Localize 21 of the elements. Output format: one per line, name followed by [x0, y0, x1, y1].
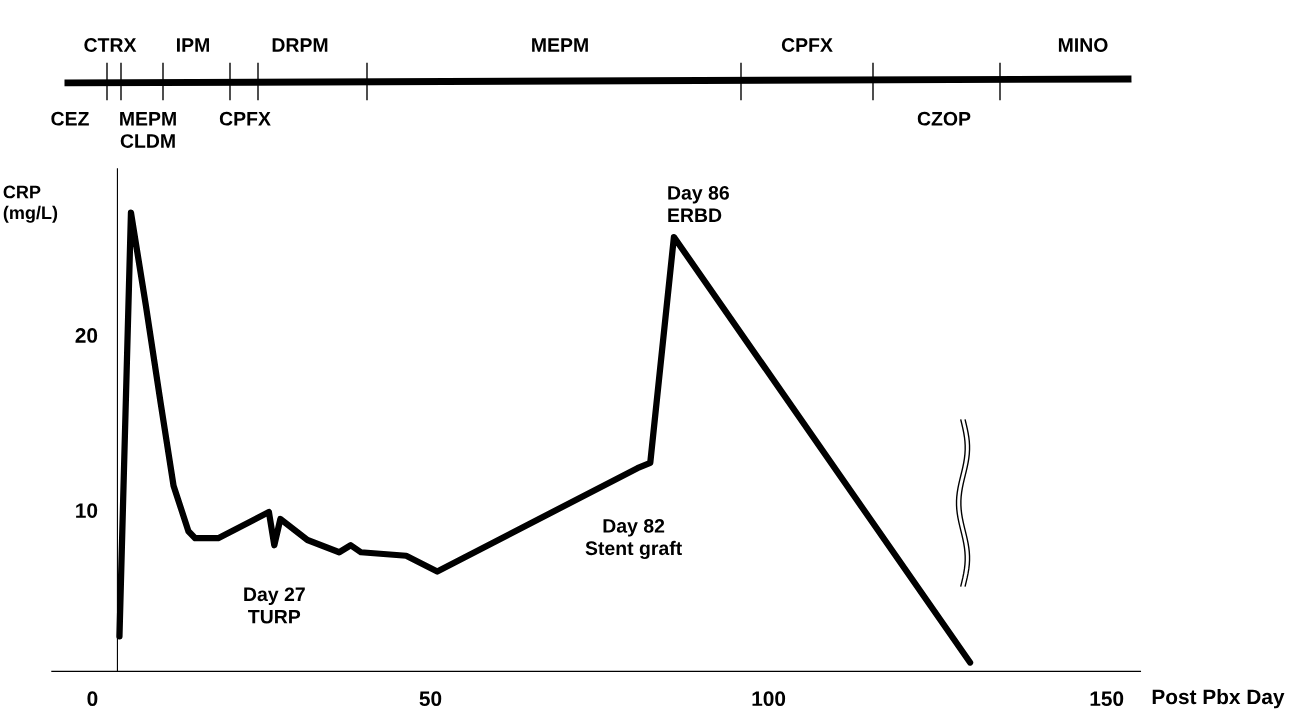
x-axis-title: Post Pbx Day — [1152, 688, 1285, 709]
y-tick-label: 20 — [75, 328, 98, 343]
text: DRPM — [272, 38, 328, 52]
y-axis-title: CRP (mg/L) — [3, 185, 58, 223]
text: CZOP — [917, 111, 971, 126]
text: CPFX — [781, 38, 833, 52]
x-tick-label: 50 — [419, 691, 442, 707]
x-tick-label: 100 — [752, 691, 786, 707]
annotation: Day 27 TURP — [244, 587, 305, 624]
annotation: Day 82 Stent graft — [585, 519, 682, 560]
text: MEPM — [532, 38, 588, 52]
text: CPFX — [219, 111, 271, 126]
text: MEPM CLDM — [120, 112, 176, 148]
text: MINO — [1058, 38, 1108, 52]
text: IPM — [177, 38, 209, 52]
text: CTRX — [84, 38, 137, 52]
text: CEZ — [51, 111, 89, 126]
x-tick-label: 150 — [1090, 691, 1124, 707]
x-tick-label: 0 — [87, 691, 98, 707]
annotation: Day 86 ERBD — [668, 185, 729, 222]
y-tick-label: 10 — [76, 503, 98, 518]
